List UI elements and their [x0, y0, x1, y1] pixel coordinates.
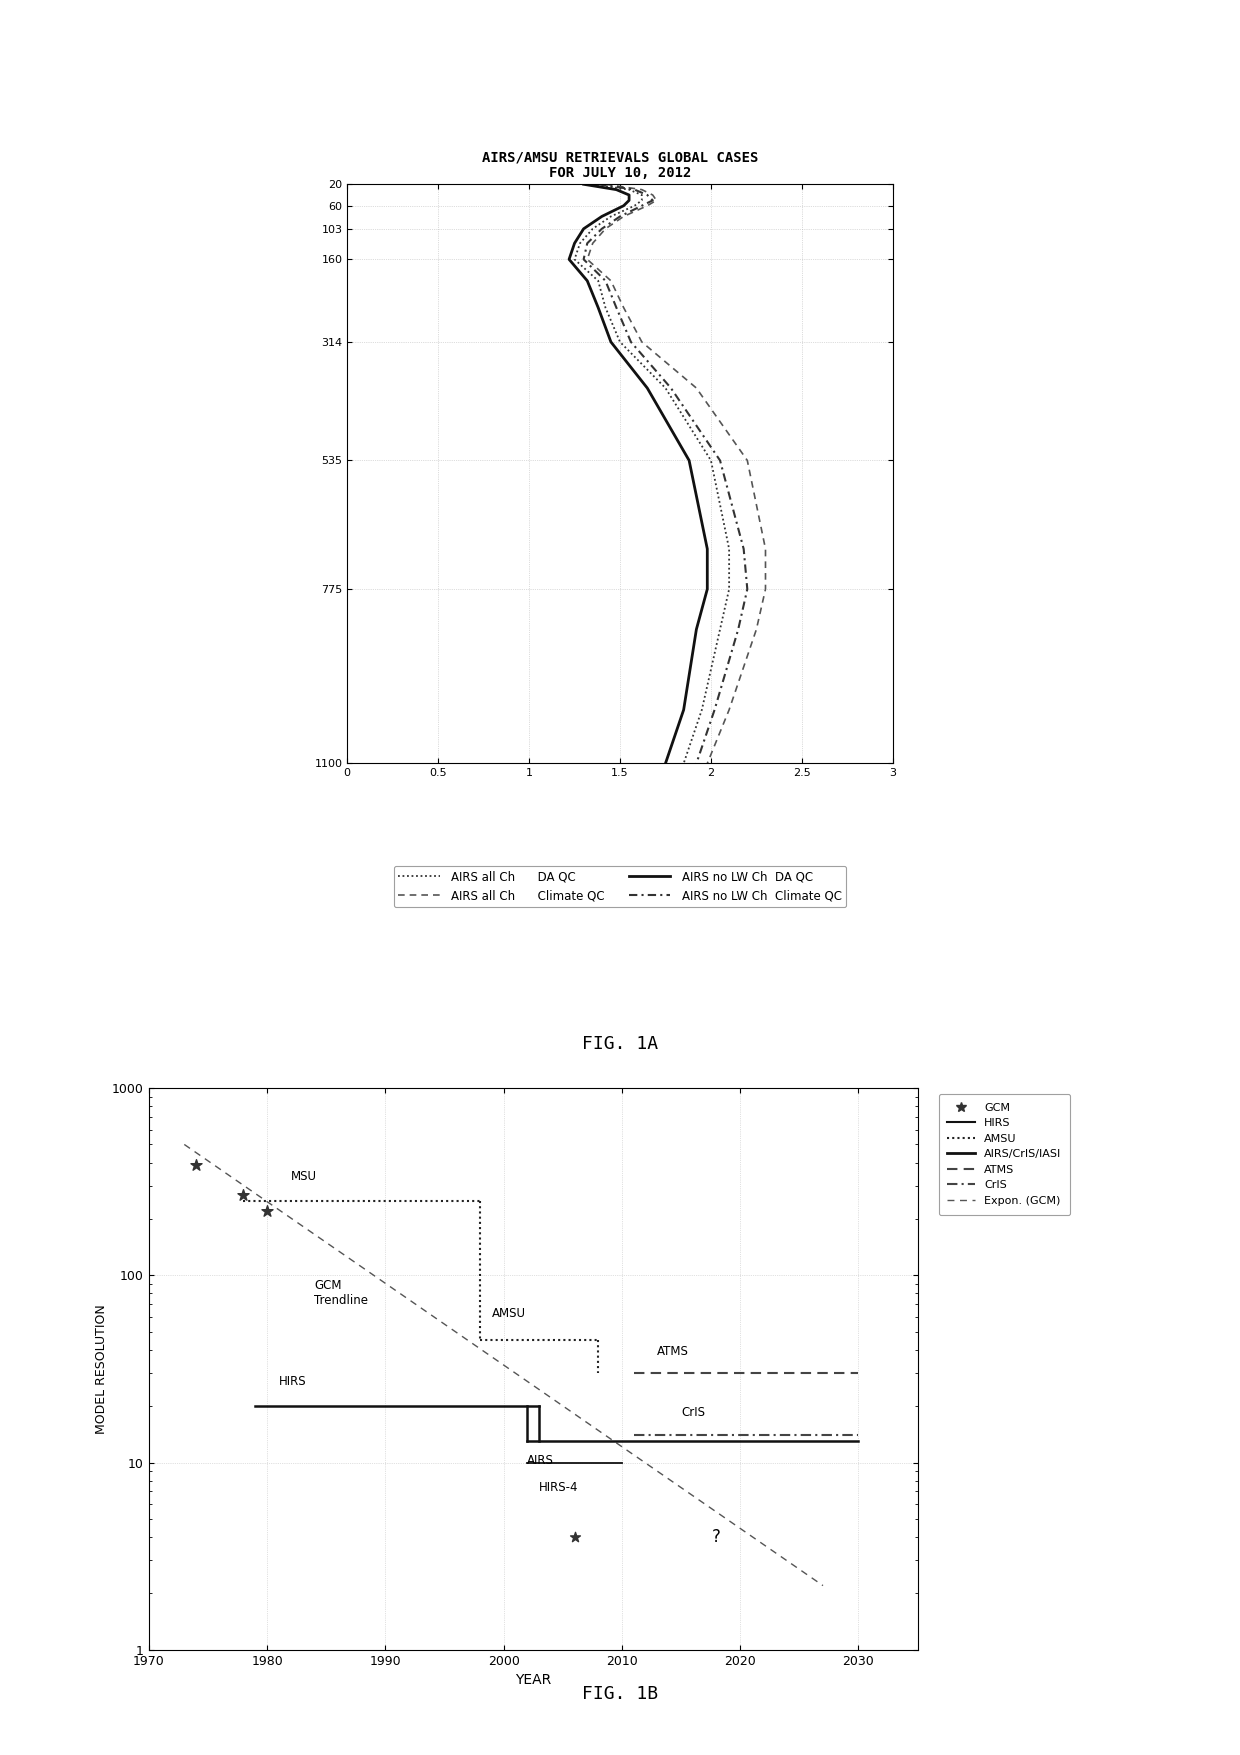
Legend: AIRS all Ch      DA QC, AIRS all Ch      Climate QC, AIRS no LW Ch  DA QC, AIRS : AIRS all Ch DA QC, AIRS all Ch Climate Q…	[393, 865, 847, 907]
Text: CrIS: CrIS	[681, 1406, 706, 1420]
Point	[186, 1151, 206, 1179]
Point	[233, 1181, 253, 1209]
Text: FIG. 1B: FIG. 1B	[582, 1685, 658, 1702]
Title: AIRS/AMSU RETRIEVALS GLOBAL CASES
FOR JULY 10, 2012: AIRS/AMSU RETRIEVALS GLOBAL CASES FOR JU…	[482, 151, 758, 181]
X-axis label: YEAR: YEAR	[515, 1673, 552, 1687]
Text: HIRS: HIRS	[279, 1374, 306, 1388]
Point	[257, 1197, 277, 1225]
Point	[564, 1523, 584, 1551]
Legend: GCM, HIRS, AMSU, AIRS/CrIS/IASI, ATMS, CrIS, Expon. (GCM): GCM, HIRS, AMSU, AIRS/CrIS/IASI, ATMS, C…	[939, 1093, 1070, 1214]
Text: ?: ?	[712, 1529, 720, 1546]
Text: MSU: MSU	[290, 1171, 316, 1183]
Text: AIRS: AIRS	[527, 1453, 554, 1467]
Text: AMSU: AMSU	[492, 1306, 526, 1320]
Text: HIRS-4: HIRS-4	[539, 1481, 579, 1494]
Text: ATMS: ATMS	[657, 1346, 689, 1358]
Y-axis label: MODEL RESOLUTION: MODEL RESOLUTION	[95, 1304, 108, 1434]
Text: GCM
Trendline: GCM Trendline	[315, 1279, 368, 1307]
Text: FIG. 1A: FIG. 1A	[582, 1035, 658, 1053]
